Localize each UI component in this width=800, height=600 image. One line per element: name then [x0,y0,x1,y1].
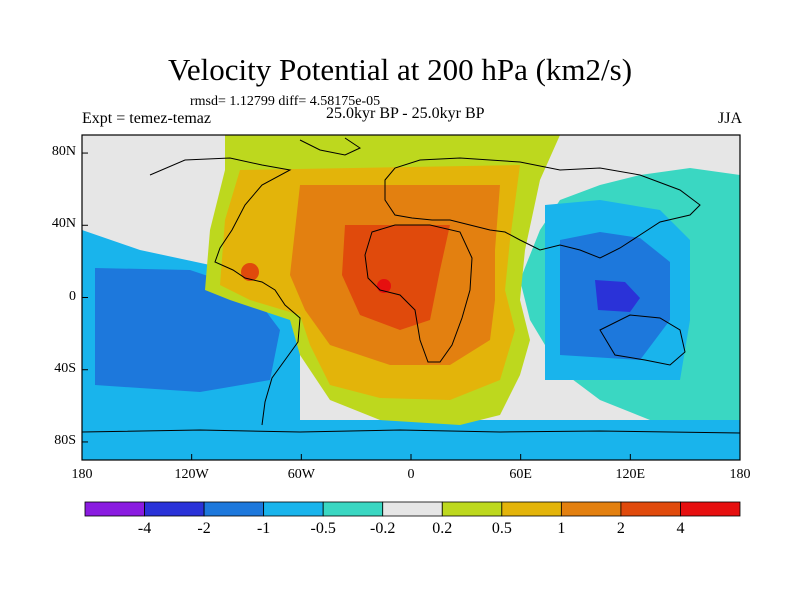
warm5-core [377,279,391,293]
lon-tick-label: 0 [407,467,415,482]
lon-tick-label: 120E [615,467,646,482]
colorbar-swatch [501,501,562,517]
lat-tick-label: 80S [54,432,76,448]
eurasia-coast [384,157,701,259]
map-fill-layer [82,135,740,460]
colorbar-swatch [263,501,324,517]
lon-tick-label: 60W [287,467,315,482]
lat-tick-label: 0 [69,288,76,304]
greenland-coast [299,137,362,156]
antarctica-coast [82,429,740,434]
warm4-region [342,225,450,330]
colorbar-swatch [441,501,503,517]
colorbar-label: 0.2 [432,520,453,537]
warm4-caribbean [241,263,259,281]
colorbar-label: 1 [557,520,566,537]
lon-tick-label: 180 [729,467,751,482]
colorbar-label: -0.5 [310,520,336,537]
colorbar-label: -0.2 [370,520,396,537]
plot-title: Velocity Potential at 200 hPa (km2/s) [167,52,633,87]
colorbar-swatch [620,501,681,517]
lat-tick-label: 40S [54,360,76,376]
americas-coast [149,157,301,426]
stats-line: rmsd= 1.12799 diff= 4.58175e-05 [190,94,381,109]
colorbar [84,501,741,517]
tick-marks [81,152,741,460]
lat-tick-label: 80N [51,144,76,160]
colorbar-label: -1 [256,520,271,537]
colorbar-swatch [382,501,443,517]
lon-tick-label: 120W [174,467,209,482]
colorbar-swatch [203,501,265,517]
lat-tick-label: 40N [51,216,76,232]
experiment-label: Expt = temez-temaz [82,110,211,127]
colorbar-label: 4 [676,520,685,537]
colorbar-label: -2 [197,520,211,537]
australia-coast [599,314,686,366]
lon-tick-label: 180 [71,467,93,482]
coastlines [82,137,740,434]
colorbar-swatch [560,501,622,517]
colorbar-swatch [680,501,741,517]
colorbar-swatch [322,501,384,517]
season-label: JJA [717,110,742,127]
africa-coast [364,224,473,363]
lon-tick-label: 60E [509,467,532,482]
colorbar-swatch [84,501,145,517]
colorbar-label: 0.5 [491,520,512,537]
period-label: 25.0kyr BP - 25.0kyr BP [326,105,485,122]
colorbar-swatch [144,501,205,517]
cool4-maritime-continent [595,280,640,312]
cool2-south-band [82,420,740,460]
colorbar-label: -4 [137,520,152,537]
colorbar-label: 2 [616,520,625,537]
